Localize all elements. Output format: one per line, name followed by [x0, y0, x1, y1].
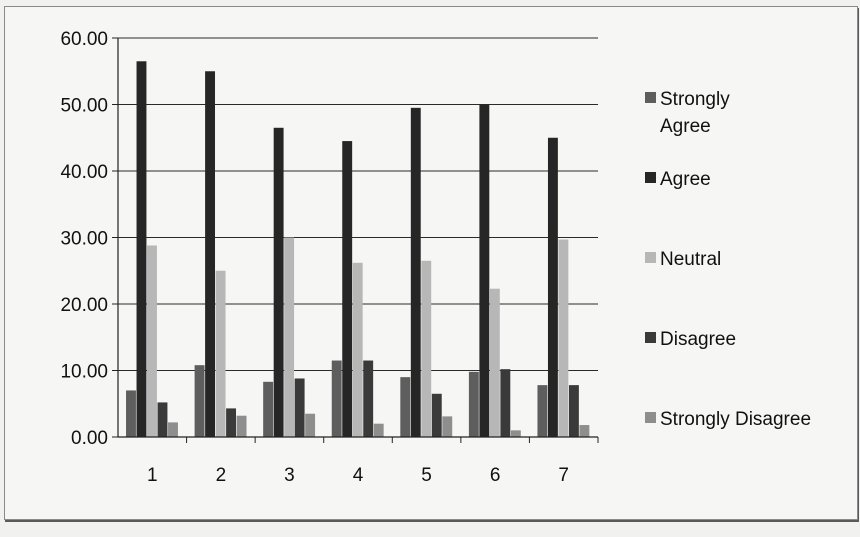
- y-tick-label: 0.00: [71, 428, 108, 449]
- legend-label: Strongly Disagree: [660, 409, 811, 430]
- legend-label-line: Agree: [660, 116, 711, 137]
- y-tick-label: 10.00: [60, 362, 108, 383]
- legend-label-line: Strongly: [660, 89, 730, 110]
- bars: [126, 61, 590, 438]
- bar: [352, 262, 363, 437]
- bar: [363, 360, 374, 437]
- bar: [263, 381, 274, 437]
- bar: [500, 369, 511, 437]
- legend-label: Strongly Agree: [660, 89, 730, 137]
- bar: [147, 245, 157, 437]
- bar: [479, 104, 490, 437]
- legend-swatch: [645, 412, 656, 423]
- bar: [558, 239, 569, 437]
- legend-swatch: [645, 92, 656, 103]
- bar: [431, 393, 442, 437]
- bar: [294, 378, 305, 437]
- bar: [126, 390, 136, 437]
- bar: [194, 365, 205, 437]
- x-tick-label: 3: [284, 465, 295, 486]
- legend-swatch: [645, 252, 656, 263]
- axes: [112, 37, 599, 443]
- bar: [342, 141, 353, 437]
- bar: [579, 425, 590, 437]
- bar: [568, 385, 579, 437]
- legend-label: Agree: [660, 169, 711, 190]
- bar: [305, 413, 316, 437]
- x-tick-label: 2: [216, 465, 227, 486]
- y-tick-label: 40.00: [60, 162, 108, 183]
- legend-swatch: [645, 332, 656, 343]
- legend-swatch: [645, 172, 656, 183]
- legend-label: Neutral: [660, 249, 721, 270]
- bar: [442, 416, 453, 437]
- bar: [547, 137, 558, 437]
- tick-labels: 0.00 10.00 20.00 30.00 40.00 50.00 60.00 1 2 3 4 5 6…: [60, 29, 569, 486]
- x-tick-label: 7: [558, 465, 569, 486]
- x-tick-label: 4: [353, 465, 364, 486]
- y-tick-label: 20.00: [60, 295, 108, 316]
- x-tick-label: 1: [147, 465, 158, 486]
- bar: [168, 422, 178, 437]
- legend-label: Disagree: [660, 329, 736, 350]
- bar: [331, 360, 342, 437]
- bar: [410, 107, 421, 437]
- bar: [273, 127, 284, 438]
- bar: [489, 288, 500, 437]
- x-tick-label: 6: [490, 465, 501, 486]
- bar: [400, 377, 411, 437]
- bar: [468, 371, 479, 437]
- bar: [373, 423, 384, 437]
- bar: [157, 402, 168, 437]
- bar: [510, 430, 521, 437]
- bar: [284, 237, 295, 437]
- bar: [215, 270, 226, 437]
- legend: Strongly Agree Agree Neutral Disagree Strongl…: [645, 89, 811, 430]
- y-tick-label: 60.00: [60, 29, 108, 50]
- bar: [421, 260, 432, 437]
- bar: [537, 385, 548, 437]
- bar: [205, 71, 216, 437]
- bar: [226, 408, 237, 437]
- y-tick-label: 30.00: [60, 229, 108, 250]
- x-tick-label: 5: [421, 465, 432, 486]
- bar: [236, 415, 247, 437]
- bar: [136, 61, 147, 438]
- y-tick-label: 50.00: [60, 96, 108, 117]
